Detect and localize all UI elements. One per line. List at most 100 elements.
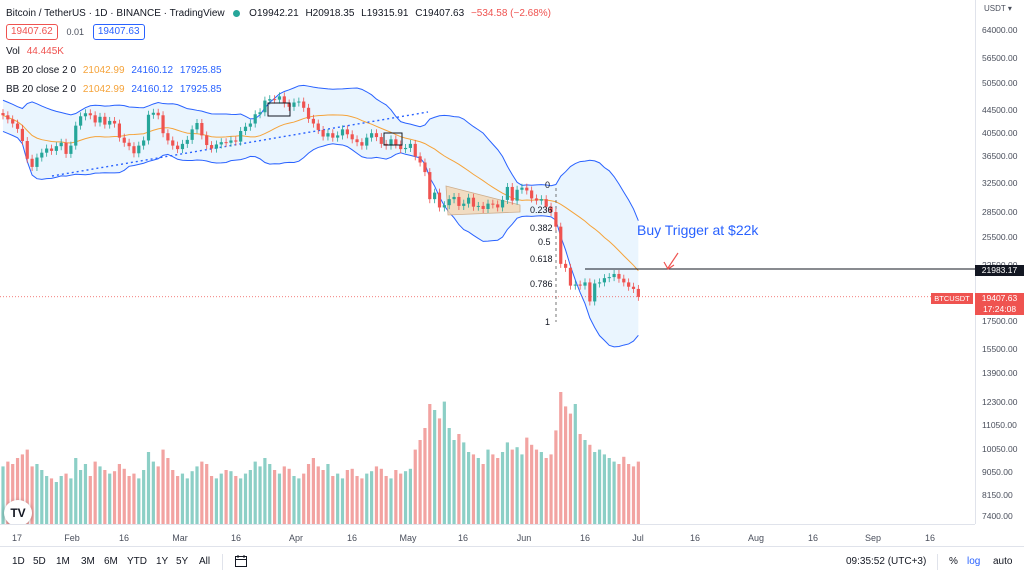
volume-bar <box>370 471 374 524</box>
volume-bar <box>437 418 442 524</box>
time-axis[interactable]: 17 Feb 16 Mar 16 Apr 16 May 16 Jun 16 Jul 16 Aug 16 Sep… <box>0 524 975 547</box>
volume-bar <box>500 452 505 524</box>
symbol-tag-badge: BTCUSDT <box>931 293 973 304</box>
candle-body <box>103 116 107 125</box>
volume-bar <box>617 464 621 524</box>
volume-bar <box>171 470 175 524</box>
range-button-ytd[interactable]: YTD <box>127 556 147 567</box>
volume-bar <box>549 454 553 524</box>
volume-bar <box>573 404 577 524</box>
volume-bar <box>510 449 514 524</box>
volume-bar <box>607 458 611 524</box>
auto-scale-toggle[interactable]: auto <box>993 556 1013 567</box>
volume-legend-row[interactable]: Vol 44.445K <box>6 42 551 61</box>
volume-bar <box>326 464 330 524</box>
candle-body <box>224 142 228 144</box>
trigger-arrow-head <box>663 261 675 270</box>
range-button-all[interactable]: All <box>199 556 211 567</box>
time-tick-label: Jun <box>516 533 532 543</box>
price-tick-label: 36500.00 <box>982 151 1018 161</box>
candle-body <box>35 157 39 167</box>
symbol-title[interactable]: Bitcoin / TetherUS · 1D · BINANCE · Trad… <box>6 8 225 19</box>
volume-bar <box>209 476 214 524</box>
range-button-1d[interactable]: 1D <box>12 556 25 567</box>
volume-bar <box>302 473 306 524</box>
price-chart[interactable] <box>0 0 975 524</box>
currency-selector[interactable]: USDT ▾ <box>984 4 1012 13</box>
volume-bar <box>365 473 369 524</box>
volume-bar <box>311 458 315 524</box>
price-tick-label: 10050.00 <box>982 444 1018 454</box>
sell-price-button[interactable]: 19407.62 <box>6 24 58 41</box>
chart-pane[interactable]: Bitcoin / TetherUS · 1D · BINANCE · Trad… <box>0 0 975 524</box>
buy-trigger-annotation[interactable]: Buy Trigger at $22k <box>637 222 759 238</box>
candle-body <box>54 146 58 151</box>
candle-body <box>268 99 272 101</box>
tradingview-logo[interactable]: TV <box>4 500 32 524</box>
time-tick-label: 16 <box>118 533 130 543</box>
candle-body <box>93 115 97 123</box>
bb2-upper: 24160.12 <box>131 84 174 95</box>
buy-price-button[interactable]: 19407.63 <box>92 24 145 41</box>
volume-bar <box>20 454 24 524</box>
candle-body <box>98 116 102 123</box>
candle-body <box>1 113 5 116</box>
candle-body <box>156 112 160 116</box>
volume-bar <box>103 470 107 524</box>
range-button-5d[interactable]: 5D <box>33 556 46 567</box>
spread-value: 0.01 <box>66 27 85 37</box>
date-range-icon[interactable] <box>234 554 248 571</box>
bb1-legend-row[interactable]: BB 20 close 2 0 21042.99 24160.12 17925.… <box>6 61 551 80</box>
volume-bar <box>423 428 427 524</box>
price-axis[interactable]: USDT ▾ 64000.00 56500.00 50500.00 44500.00 4… <box>975 0 1024 524</box>
candle-body <box>200 123 204 136</box>
range-button-1m[interactable]: 1M <box>56 556 70 567</box>
volume-bar <box>636 461 640 524</box>
volume-bar <box>258 466 262 524</box>
bollinger-basis-line <box>2 114 639 272</box>
log-scale-toggle[interactable]: log <box>967 556 981 567</box>
candle-body <box>554 212 558 227</box>
volume-bar <box>248 470 252 524</box>
volume-bar <box>277 473 282 524</box>
candle-body <box>467 197 471 204</box>
volume-bar <box>200 461 204 524</box>
volume-bar <box>447 428 451 524</box>
volume-bar <box>146 452 151 524</box>
range-button-3m[interactable]: 3M <box>81 556 95 567</box>
volume-bar <box>239 478 243 524</box>
range-button-5y[interactable]: 5Y <box>176 556 189 567</box>
bollinger-lower-line <box>2 130 639 348</box>
candle-body <box>539 199 543 201</box>
fib-0382: 0.382 <box>530 223 553 233</box>
candle-body <box>340 129 345 136</box>
candle-body <box>559 226 563 264</box>
range-button-6m[interactable]: 6M <box>104 556 118 567</box>
candle-body <box>219 142 223 145</box>
candle-body <box>447 199 451 206</box>
candle-body <box>583 282 587 286</box>
volume-bar <box>471 454 476 524</box>
clock-timezone[interactable]: 09:35:52 (UTC+3) <box>846 556 927 567</box>
range-button-1y[interactable]: 1Y <box>156 556 169 567</box>
candle-body <box>185 139 189 144</box>
fib-0236: 0.236 <box>530 205 553 215</box>
volume-bar <box>176 476 180 524</box>
volume-label: Vol <box>6 46 20 57</box>
percent-scale-toggle[interactable]: % <box>949 556 958 567</box>
bb2-legend-row[interactable]: BB 20 close 2 0 21042.99 24160.12 17925.… <box>6 80 551 99</box>
price-tick-label: 11050.00 <box>982 420 1017 430</box>
volume-bar <box>35 464 39 524</box>
candle-body <box>112 120 117 124</box>
time-tick-label: 17 <box>11 533 23 543</box>
candle-body <box>428 172 432 200</box>
candle-body <box>326 133 330 137</box>
candle-body <box>137 145 141 154</box>
triangle-pattern <box>445 185 521 216</box>
candle-body <box>403 147 408 150</box>
candle-body <box>336 135 340 138</box>
candle-body <box>122 137 126 143</box>
candle-body <box>602 278 606 283</box>
time-tick-label: 16 <box>807 533 819 543</box>
price-tick-label: 28500.00 <box>982 207 1018 217</box>
